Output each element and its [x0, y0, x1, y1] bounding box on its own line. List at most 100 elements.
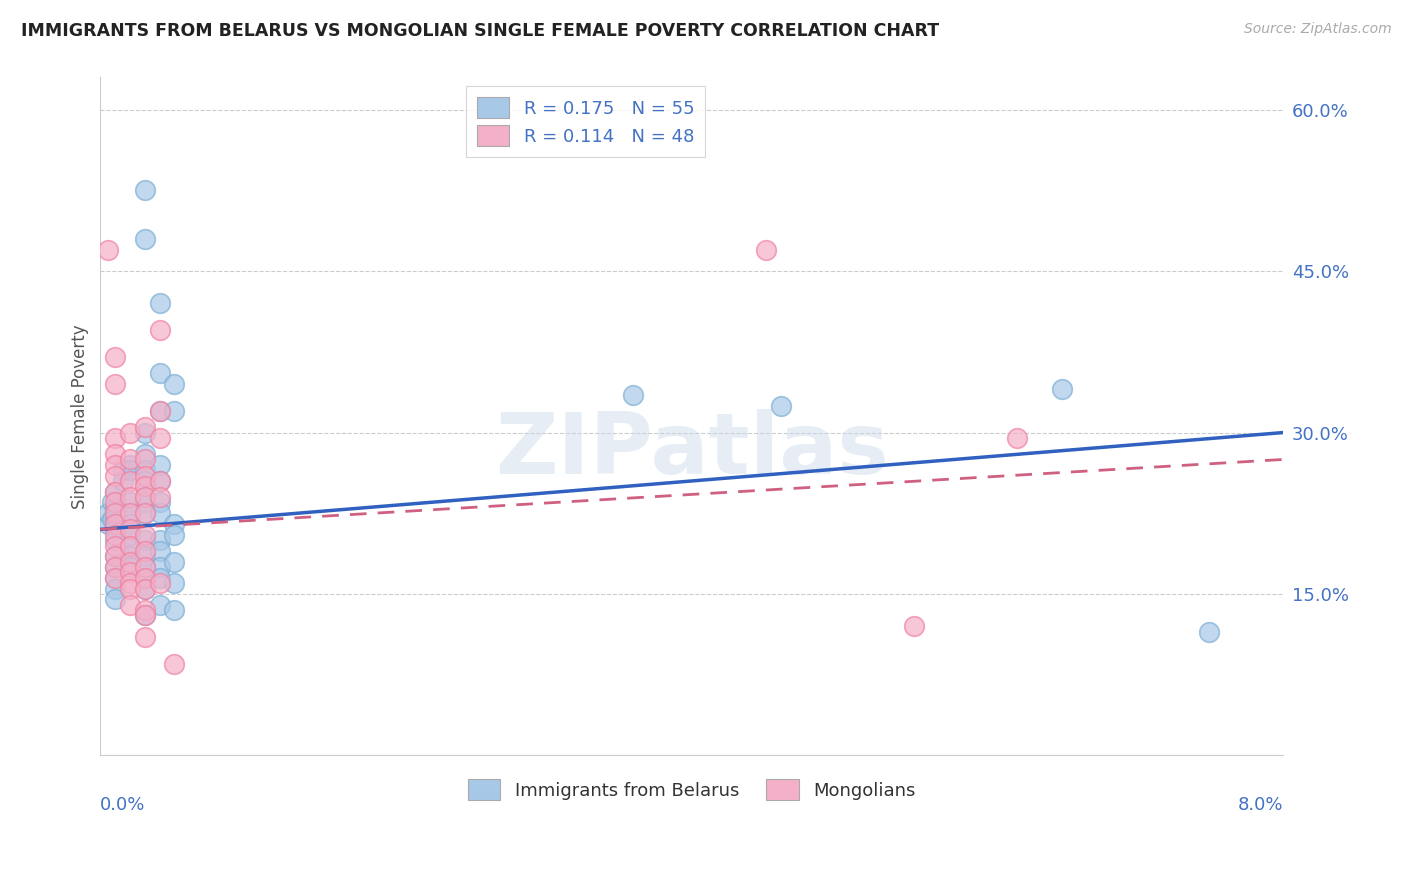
Point [104, 458, 127, 472]
Point [118, 560, 141, 574]
Point [104, 582, 127, 596]
Point [1050, 383, 1073, 397]
Point [118, 555, 141, 569]
Point [104, 484, 127, 499]
Point [104, 495, 127, 509]
Point [148, 506, 170, 520]
Point [134, 608, 156, 623]
Point [118, 539, 141, 553]
Point [163, 657, 186, 671]
Point [118, 528, 141, 542]
Point [134, 506, 156, 520]
Text: 8.0%: 8.0% [1237, 796, 1284, 814]
Point [134, 495, 156, 509]
Point [118, 425, 141, 440]
Point [104, 533, 127, 548]
Point [163, 404, 186, 418]
Point [104, 506, 127, 520]
Point [104, 539, 127, 553]
Point [134, 630, 156, 644]
Point [104, 571, 127, 585]
Point [118, 576, 141, 591]
Point [134, 183, 156, 197]
Point [148, 533, 170, 548]
Point [134, 474, 156, 488]
Legend: Immigrants from Belarus, Mongolians: Immigrants from Belarus, Mongolians [461, 772, 922, 807]
Point [104, 516, 127, 531]
Point [97, 506, 120, 520]
Point [903, 619, 925, 633]
Point [118, 539, 141, 553]
Point [134, 560, 156, 574]
Text: 0.0%: 0.0% [100, 796, 146, 814]
Point [104, 560, 127, 574]
Point [118, 463, 141, 477]
Point [163, 576, 186, 591]
Point [118, 495, 141, 509]
Point [104, 431, 127, 445]
Point [134, 506, 156, 520]
Point [148, 323, 170, 337]
Point [134, 420, 156, 434]
Point [118, 549, 141, 564]
Point [148, 544, 170, 558]
Point [163, 603, 186, 617]
Point [134, 571, 156, 585]
Point [97, 243, 120, 257]
Text: IMMIGRANTS FROM BELARUS VS MONGOLIAN SINGLE FEMALE POVERTY CORRELATION CHART: IMMIGRANTS FROM BELARUS VS MONGOLIAN SIN… [21, 22, 939, 40]
Point [118, 582, 141, 596]
Point [134, 479, 156, 493]
Point [163, 528, 186, 542]
Point [134, 533, 156, 548]
Point [118, 506, 141, 520]
Point [621, 388, 644, 402]
Point [148, 495, 170, 509]
Point [104, 549, 127, 564]
Point [134, 528, 156, 542]
Point [769, 399, 792, 413]
Point [104, 500, 127, 515]
Point [104, 350, 127, 364]
Point [148, 404, 170, 418]
Point [134, 549, 156, 564]
Point [104, 377, 127, 392]
Point [118, 598, 141, 612]
Point [163, 377, 186, 392]
Point [148, 404, 170, 418]
Point [134, 490, 156, 504]
Point [134, 468, 156, 483]
Point [118, 566, 141, 580]
Point [104, 511, 127, 525]
Point [118, 516, 141, 531]
Point [148, 571, 170, 585]
Point [1005, 431, 1028, 445]
Point [148, 576, 170, 591]
Point [163, 555, 186, 569]
Point [134, 582, 156, 596]
Point [134, 232, 156, 246]
Point [134, 452, 156, 467]
Point [134, 582, 156, 596]
Text: ZIPatlas: ZIPatlas [495, 409, 889, 491]
Point [104, 549, 127, 564]
Point [134, 425, 156, 440]
Point [134, 560, 156, 574]
Text: Source: ZipAtlas.com: Source: ZipAtlas.com [1244, 22, 1392, 37]
Point [104, 528, 127, 542]
Point [134, 447, 156, 461]
Point [104, 571, 127, 585]
Point [97, 516, 120, 531]
Point [134, 608, 156, 623]
Point [104, 468, 127, 483]
Point [148, 560, 170, 574]
Point [104, 522, 127, 536]
Point [111, 463, 134, 477]
Point [1198, 624, 1220, 639]
Point [148, 474, 170, 488]
Point [148, 367, 170, 381]
Point [111, 474, 134, 488]
Point [163, 516, 186, 531]
Point [134, 571, 156, 585]
Point [134, 463, 156, 477]
Point [134, 544, 156, 558]
